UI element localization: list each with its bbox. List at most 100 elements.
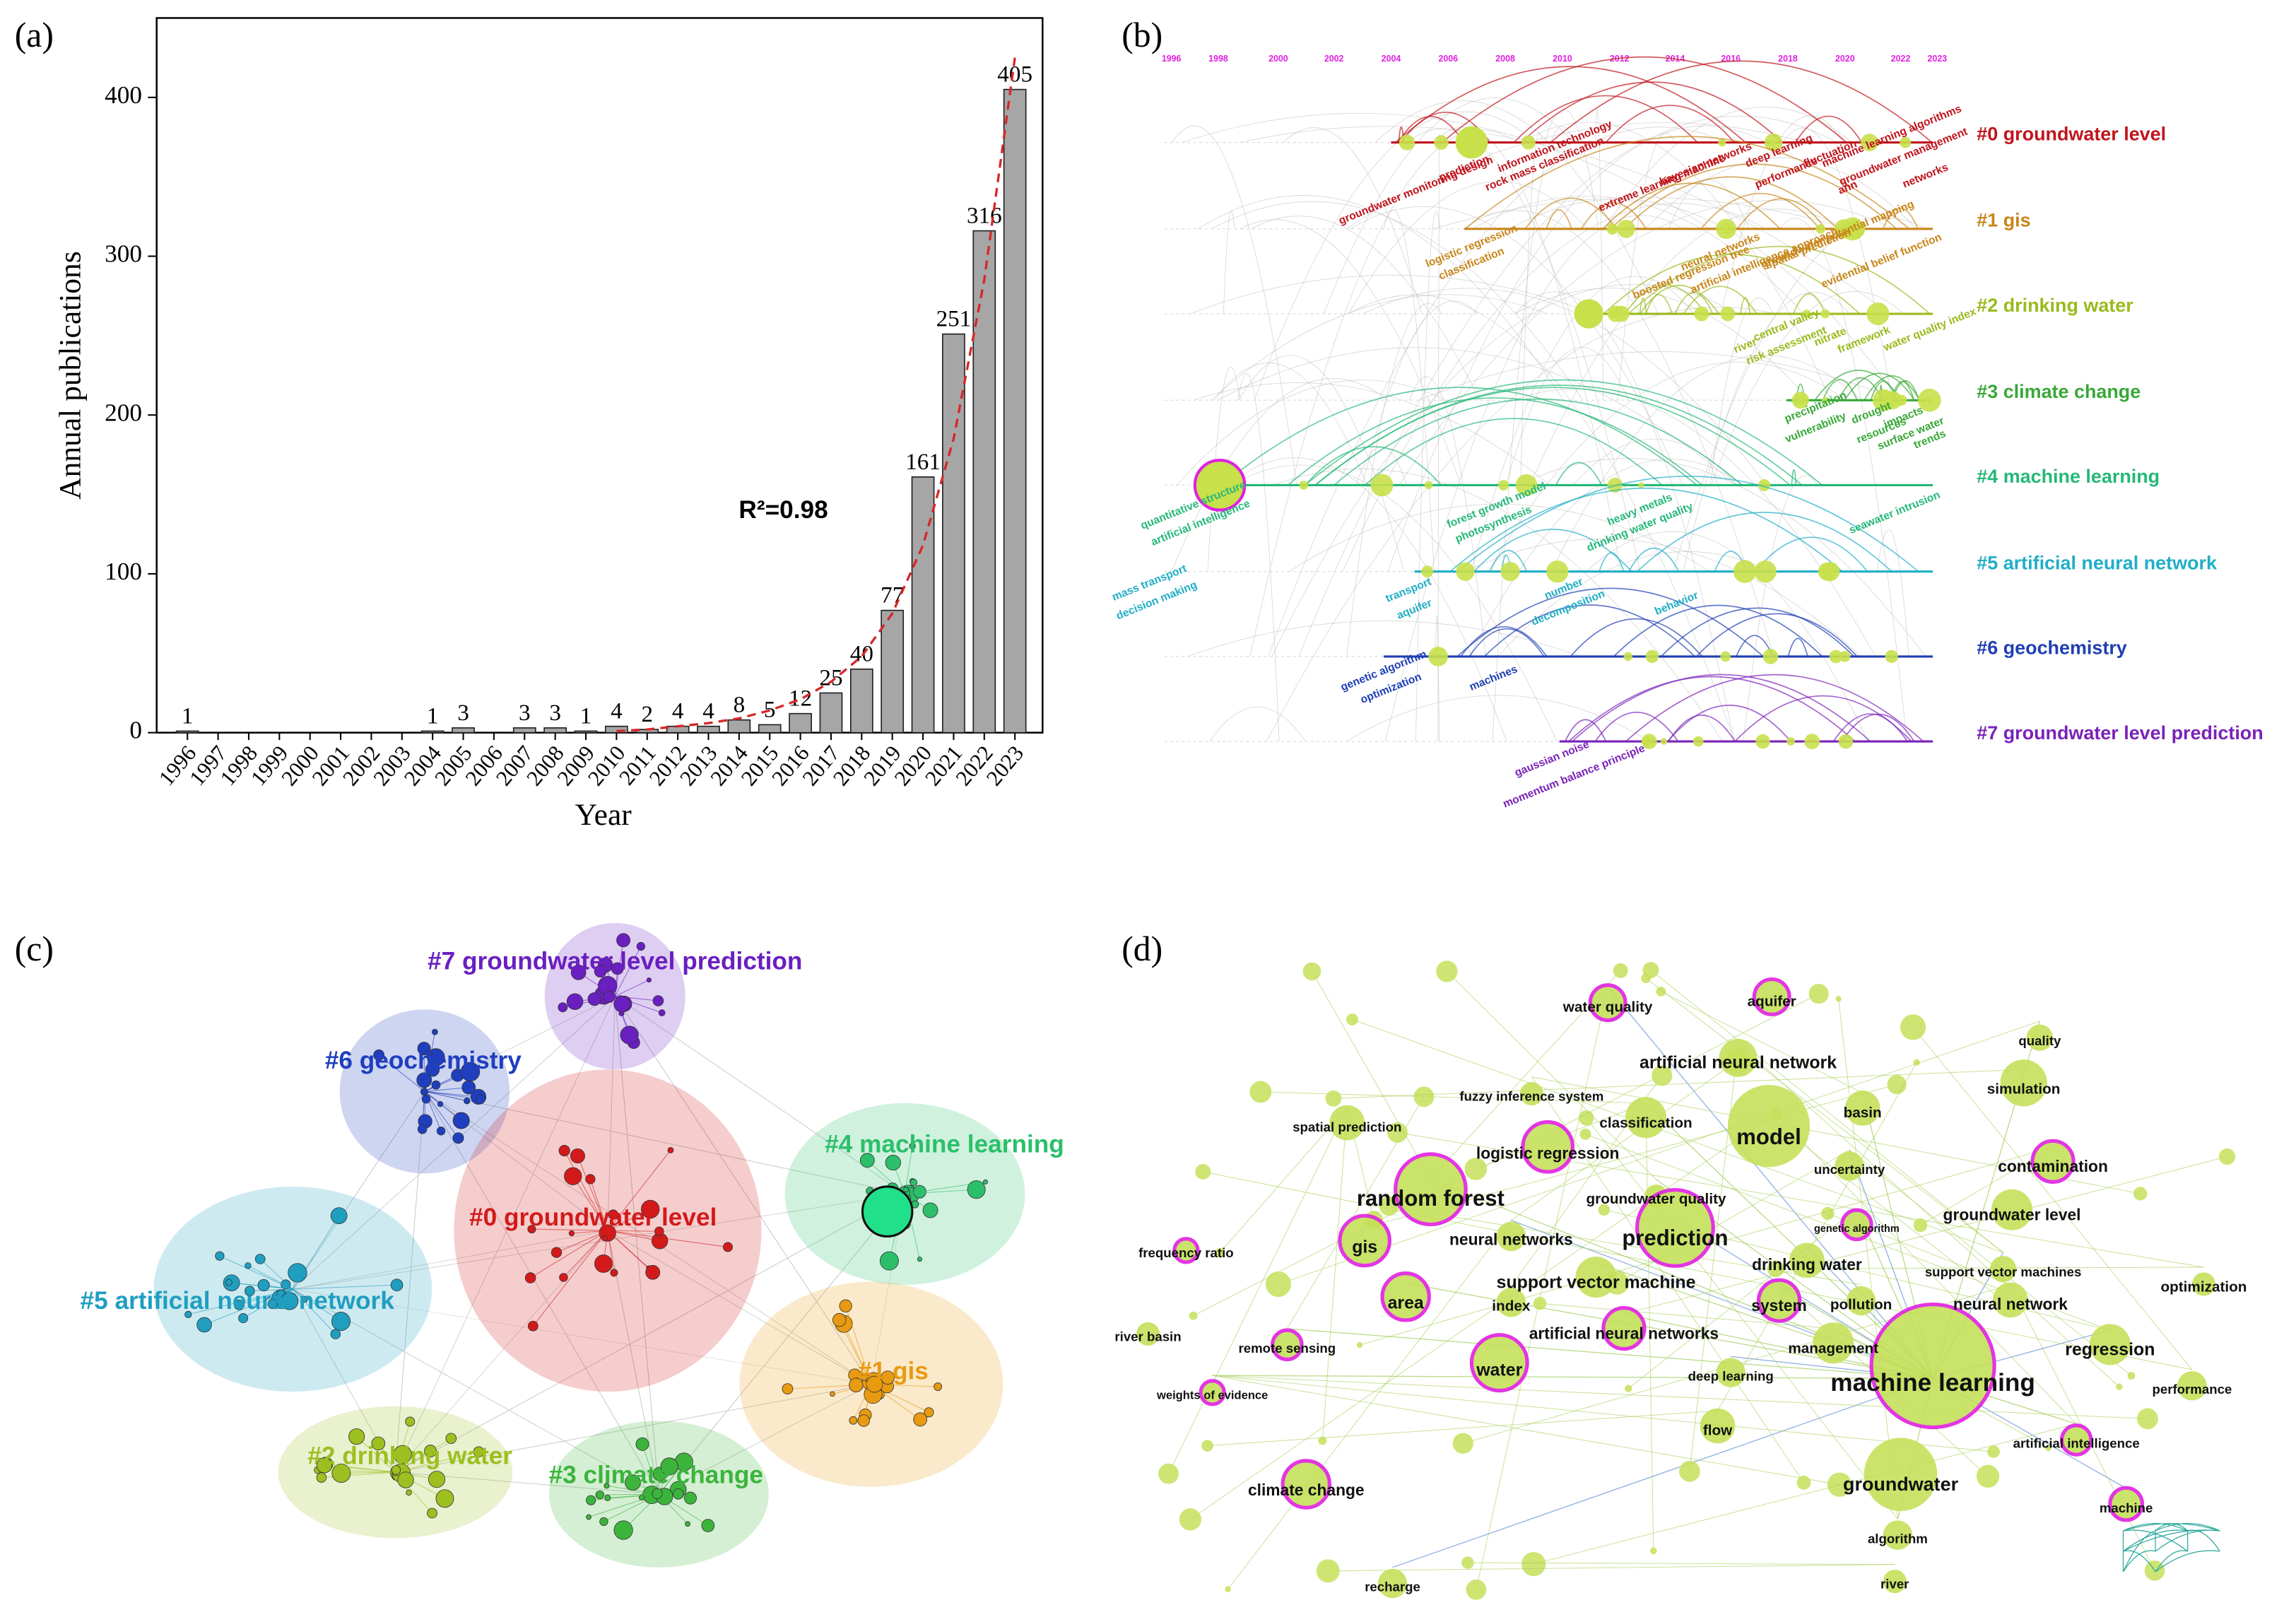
keyword-label: quality <box>2018 1033 2061 1048</box>
edge <box>1717 1062 1917 1411</box>
cluster-node <box>330 1207 348 1224</box>
minor-node <box>1265 1271 1291 1298</box>
cluster-node <box>245 1262 252 1269</box>
cluster-link <box>556 1230 608 1253</box>
cluster-node <box>254 1254 266 1264</box>
edge <box>1511 1060 1738 1221</box>
node <box>1818 562 1837 581</box>
hub-node <box>861 1185 914 1238</box>
panel-label: (b) <box>1121 16 1162 54</box>
cluster-arc <box>1696 613 1858 657</box>
value-label: 4 <box>611 698 623 724</box>
node <box>1720 651 1731 662</box>
cluster-link <box>607 1230 615 1273</box>
keyword-label: artificial neural networks <box>1529 1324 1719 1342</box>
keyword-label: optimization <box>2160 1279 2247 1295</box>
y-tick-label: 200 <box>105 399 142 426</box>
cluster-node <box>420 1088 428 1096</box>
link-arc <box>1251 216 1480 401</box>
edge <box>1645 1103 1654 1551</box>
keyword-label: regression <box>2065 1340 2155 1360</box>
minor-node <box>1521 1551 1546 1577</box>
cluster-node <box>924 1407 934 1418</box>
hub-node <box>1193 459 1247 512</box>
value-label: 4 <box>672 698 684 724</box>
cluster-node <box>281 1292 299 1310</box>
minor-node <box>1387 1122 1408 1143</box>
minor-node <box>1652 1065 1673 1086</box>
cluster-node <box>599 1517 608 1527</box>
edge <box>1627 1208 1857 1389</box>
cluster-arc <box>1628 547 1680 572</box>
minor-node <box>1642 962 1659 978</box>
node <box>1896 394 1907 406</box>
cluster-node <box>558 1145 570 1157</box>
link-arc <box>1362 288 1767 486</box>
cluster-link <box>188 1288 293 1315</box>
minor-node <box>1598 1204 1611 1216</box>
cluster-arc <box>1314 384 1803 486</box>
edge <box>1321 1107 1348 1441</box>
cluster-node <box>673 1488 684 1500</box>
keyword-node <box>1840 1208 1873 1242</box>
keyword-label: pollution <box>1830 1296 1892 1312</box>
cluster-arc <box>1787 637 1808 657</box>
cluster-arc <box>1610 163 1897 230</box>
link-arc <box>1463 210 1774 657</box>
cluster-link <box>424 1091 467 1102</box>
cluster-arc <box>1456 587 1764 657</box>
keyword-node <box>1575 1257 1617 1298</box>
bg-link <box>659 1384 872 1495</box>
link-arc <box>1239 126 1890 315</box>
minor-node <box>2116 1383 2123 1390</box>
edge <box>1352 1018 2003 1253</box>
cluster-node <box>425 1062 440 1077</box>
cluster-label: #2 drinking water <box>307 1442 512 1470</box>
year-label: 2002 <box>1324 54 1344 64</box>
keyword-node <box>1271 1328 1304 1362</box>
edge <box>1389 1205 1861 1286</box>
cluster-arc <box>1489 550 1528 572</box>
link-arc <box>1189 274 1594 315</box>
bg-link <box>659 1194 905 1495</box>
edge <box>1531 1076 1804 1483</box>
cluster-link <box>424 1091 442 1132</box>
cluster-label: #4 machine learning <box>1977 466 2160 487</box>
cluster-node <box>604 1494 611 1501</box>
cluster-node <box>849 1377 864 1392</box>
cluster-link <box>607 1230 660 1242</box>
cluster-node <box>879 1251 899 1271</box>
link-arc <box>1237 373 1280 742</box>
cluster-arc <box>1740 297 1751 315</box>
bg-link <box>607 996 616 1231</box>
link-arc <box>1228 457 1507 742</box>
keyword-label: prediction <box>1622 1226 1728 1250</box>
cluster-arc <box>1623 176 1839 230</box>
link-arc <box>1779 218 1907 742</box>
cluster-arc <box>1572 674 1871 742</box>
hub-node <box>1574 299 1603 329</box>
bar <box>1003 88 1027 734</box>
cluster-node <box>551 1247 563 1258</box>
minor-node <box>1466 1579 1487 1600</box>
cluster-node <box>225 1279 232 1286</box>
link-arc <box>1187 621 1581 657</box>
minor-node <box>1189 1311 1198 1320</box>
cluster-arc <box>1441 56 1847 143</box>
node <box>1866 302 1890 326</box>
edge <box>1533 1423 2077 1565</box>
keyword-label: logistic regression <box>1476 1144 1620 1162</box>
bar <box>697 725 720 734</box>
link-arc <box>1223 210 1235 315</box>
bg-link <box>424 1091 608 1231</box>
node <box>1718 138 1726 147</box>
keyword-node <box>1813 1322 1854 1364</box>
cluster-link <box>395 1451 479 1473</box>
keyword-label: basin <box>1844 1105 1882 1121</box>
cluster-link <box>905 1146 913 1194</box>
link-arc <box>1514 291 1735 742</box>
link-arc <box>1433 196 1848 230</box>
year-label: 2000 <box>1268 54 1288 64</box>
keyword-label: machine <box>2100 1500 2153 1515</box>
cluster-link <box>607 1493 659 1498</box>
